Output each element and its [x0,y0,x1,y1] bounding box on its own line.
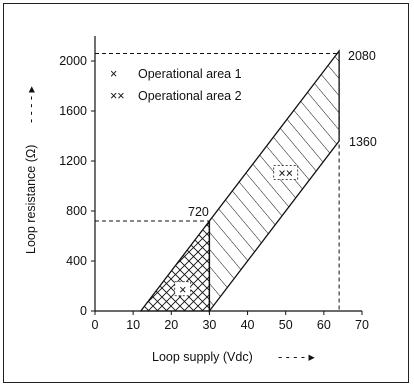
y-axis-arrow: - - - - ▸ [24,85,38,123]
area-markers-layer: ××× [174,165,299,297]
x-tick-label: 20 [164,318,178,332]
legend-label-1: Operational area 1 [138,67,242,81]
annotation-720: 720 [188,205,209,219]
x-tick-label: 10 [126,318,140,332]
y-tick-label: 800 [66,204,87,218]
area-marker-box [174,281,192,297]
x-tick-label: 60 [317,318,331,332]
x-tick-label: 50 [279,318,293,332]
x-axis-title: Loop supply (Vdc) [152,350,253,364]
area-marker-label: × [179,283,186,297]
x-axis-arrow: - - - - ▸ [278,350,316,364]
y-axis-title: Loop resistance (Ω) [24,145,38,254]
legend: × Operational area 1 ×× Operational area… [110,67,242,103]
area-polygon-2 [139,219,211,312]
y-tick-label: 400 [66,254,87,268]
area-marker-box [273,165,299,180]
x-tick-label: 70 [355,318,369,332]
annotation-1360: 1360 [349,135,377,149]
legend-marker-1: × [110,67,117,81]
area-marker-label: ×× [278,167,293,181]
y-tick-label: 1200 [59,154,87,168]
x-tick-label: 0 [92,318,99,332]
y-tick-label: 2000 [59,54,87,68]
chart-frame [3,3,409,383]
x-tick-label: 30 [202,318,216,332]
legend-label-2: Operational area 2 [138,89,242,103]
y-tick-label: 0 [80,304,87,318]
legend-marker-2: ×× [110,89,125,103]
annotation-2080: 2080 [348,49,376,63]
x-tick-label: 40 [241,318,255,332]
y-ticks-layer: 0 400 800 1200 1600 2000 [59,54,95,318]
y-tick-label: 1600 [59,104,87,118]
x-ticks-layer: 0 10 20 30 40 50 60 70 [92,311,369,332]
reference-lines-layer [95,53,340,311]
